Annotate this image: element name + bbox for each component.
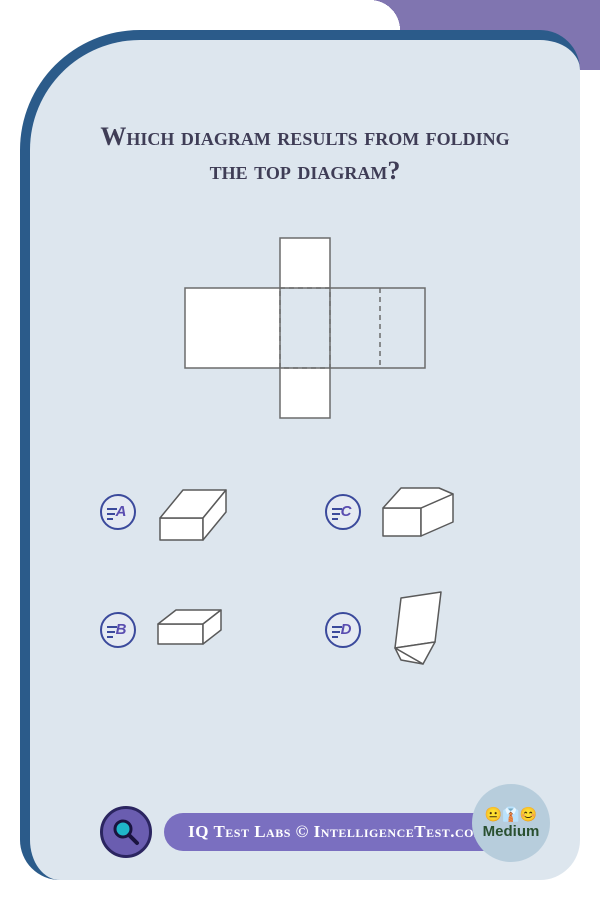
option-A[interactable]: A xyxy=(100,478,285,546)
difficulty-emoji-row: 😐👔😊 xyxy=(485,807,537,821)
emoji-right: 😊 xyxy=(520,806,537,822)
option-D[interactable]: D xyxy=(325,596,510,664)
option-badge-icon: A xyxy=(100,494,136,530)
option-B[interactable]: B xyxy=(100,596,285,664)
option-shape-A xyxy=(148,478,238,546)
emoji-left: 😐 xyxy=(485,806,502,822)
option-badge-icon: C xyxy=(325,494,361,530)
option-badge-icon: B xyxy=(100,612,136,648)
option-label: C xyxy=(341,503,352,520)
tie-icon: 👔 xyxy=(502,806,519,822)
option-badge-icon: D xyxy=(325,612,361,648)
option-label: A xyxy=(116,503,127,520)
option-shape-B xyxy=(148,596,238,664)
question-text: Which diagram results from folding the t… xyxy=(90,120,520,188)
option-shape-D xyxy=(373,596,463,664)
option-C[interactable]: C xyxy=(325,478,510,546)
option-shape-C xyxy=(373,478,463,546)
brand-logo[interactable] xyxy=(100,806,152,858)
net-diagram xyxy=(60,228,550,428)
magnifier-icon xyxy=(111,817,141,847)
answer-options: A C xyxy=(60,478,550,664)
option-label: D xyxy=(341,621,352,638)
brand-text[interactable]: IQ Test Labs © IntelligenceTest.com xyxy=(164,813,510,851)
difficulty-label: Medium xyxy=(483,823,540,840)
option-label: B xyxy=(116,621,127,638)
question-card: Which diagram results from folding the t… xyxy=(20,30,580,880)
difficulty-badge: 😐👔😊 Medium xyxy=(472,784,550,862)
